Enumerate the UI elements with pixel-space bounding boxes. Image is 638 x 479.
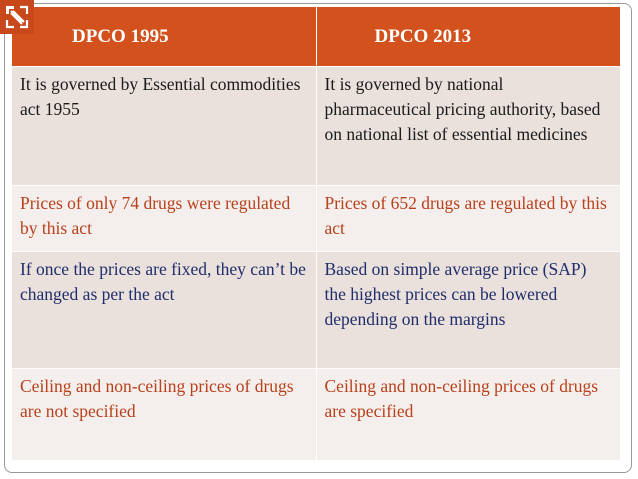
cell-1995-price-revision: If once the prices are fixed, they can’t… xyxy=(11,251,317,369)
table-header-row: DPCO 1995 DPCO 2013 xyxy=(11,6,621,67)
table-row: Ceiling and non-ceiling prices of drugs … xyxy=(11,368,621,461)
cell-2013-ceiling-prices: Ceiling and non-ceiling prices of drugs … xyxy=(315,368,621,461)
header-dpco-1995: DPCO 1995 xyxy=(11,6,317,67)
table-row: Prices of only 74 drugs were regulated b… xyxy=(11,185,621,252)
comparison-table: DPCO 1995 DPCO 2013 It is governed by Es… xyxy=(11,6,621,461)
cell-2013-price-revision: Based on simple average price (SAP) the … xyxy=(315,251,621,369)
cell-2013-governance: It is governed by national pharmaceutica… xyxy=(315,66,621,186)
publisher-logo-icon xyxy=(0,0,34,34)
cell-1995-ceiling-prices: Ceiling and non-ceiling prices of drugs … xyxy=(11,368,317,461)
table-row: It is governed by Essential commodities … xyxy=(11,66,621,186)
cell-1995-drug-count: Prices of only 74 drugs were regulated b… xyxy=(11,185,317,252)
cell-2013-drug-count: Prices of 652 drugs are regulated by thi… xyxy=(315,185,621,252)
table-row: If once the prices are fixed, they can’t… xyxy=(11,251,621,369)
cell-1995-governance: It is governed by Essential commodities … xyxy=(11,66,317,186)
header-dpco-2013: DPCO 2013 xyxy=(315,6,621,67)
